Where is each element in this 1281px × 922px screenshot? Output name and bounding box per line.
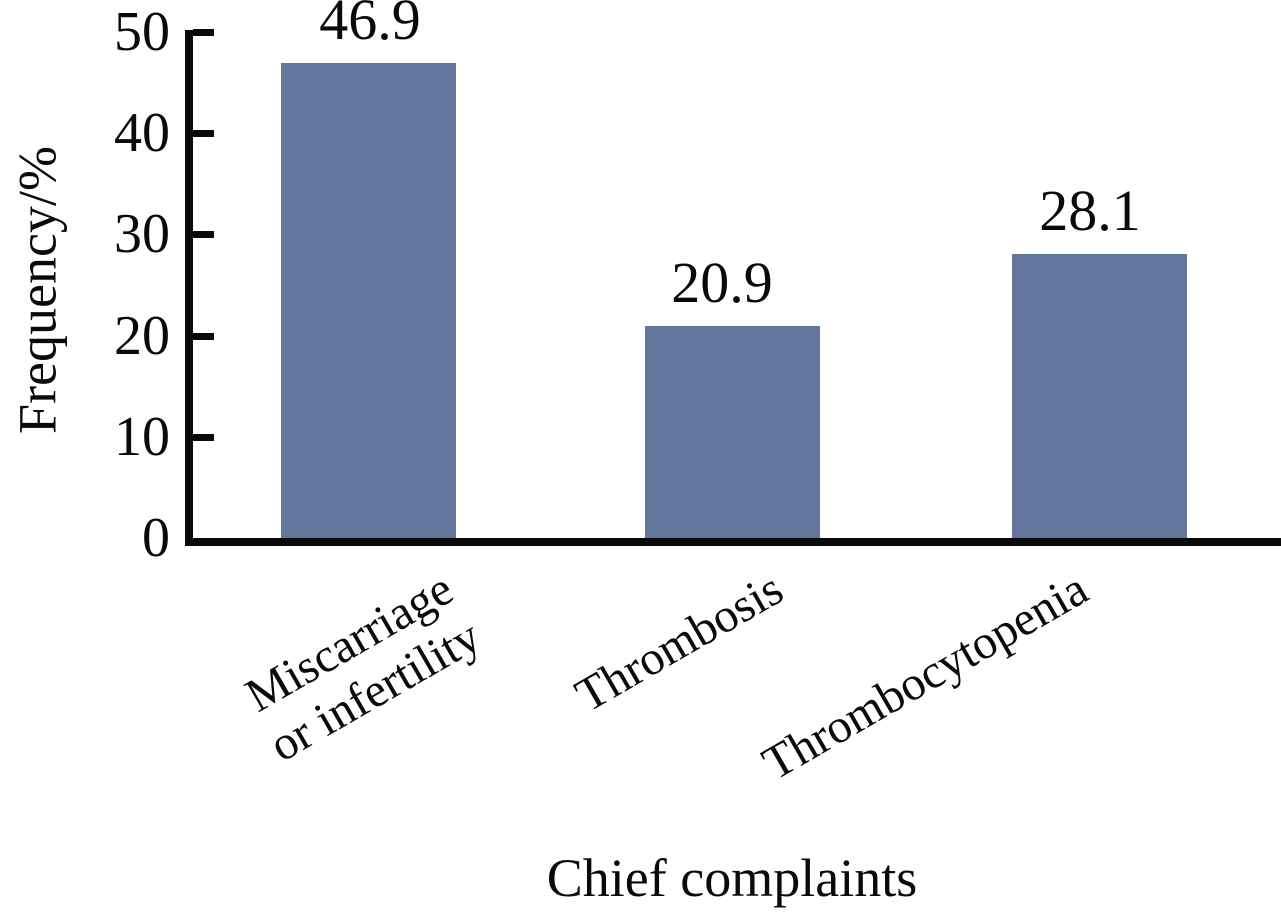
bar-thrombocytopenia <box>1012 254 1187 538</box>
y-tick-label: 20 <box>114 305 170 367</box>
y-tick-mark <box>193 434 214 441</box>
y-tick-mark <box>193 231 214 238</box>
category-label-thrombosis: Thrombosis <box>566 562 792 723</box>
category-label-thrombocytopenia: Thrombocytopenia <box>753 562 1097 791</box>
y-tick-mark <box>193 29 214 36</box>
value-label: 20.9 <box>671 250 773 315</box>
y-tick-label: 0 <box>142 507 170 569</box>
x-axis-title: Chief complaints <box>546 848 918 908</box>
y-tick-label: 10 <box>114 406 170 468</box>
category-label-miscarriage-or-infertility: Miscarriage or infertility <box>236 562 489 772</box>
y-tick-mark <box>193 130 214 137</box>
y-tick-label: 50 <box>114 1 170 63</box>
y-tick-mark <box>193 333 214 340</box>
bar-miscarriage-or-infertility <box>281 63 456 538</box>
y-axis-title: Frequency/% <box>7 146 68 434</box>
y-axis-line <box>185 30 193 546</box>
x-axis-line <box>185 538 1281 546</box>
y-tick-label: 30 <box>114 203 170 265</box>
value-label: 46.9 <box>319 0 421 52</box>
y-tick-label: 40 <box>114 102 170 164</box>
bar-thrombosis <box>645 326 820 538</box>
value-label: 28.1 <box>1039 178 1141 243</box>
